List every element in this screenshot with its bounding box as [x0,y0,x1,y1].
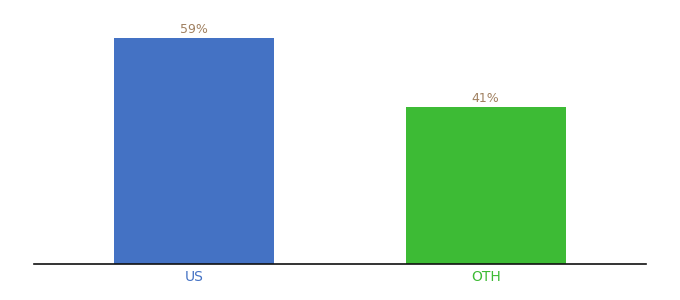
Bar [405,107,566,264]
Text: 41%: 41% [472,92,500,105]
Text: 59%: 59% [180,23,208,36]
Bar [114,38,275,264]
